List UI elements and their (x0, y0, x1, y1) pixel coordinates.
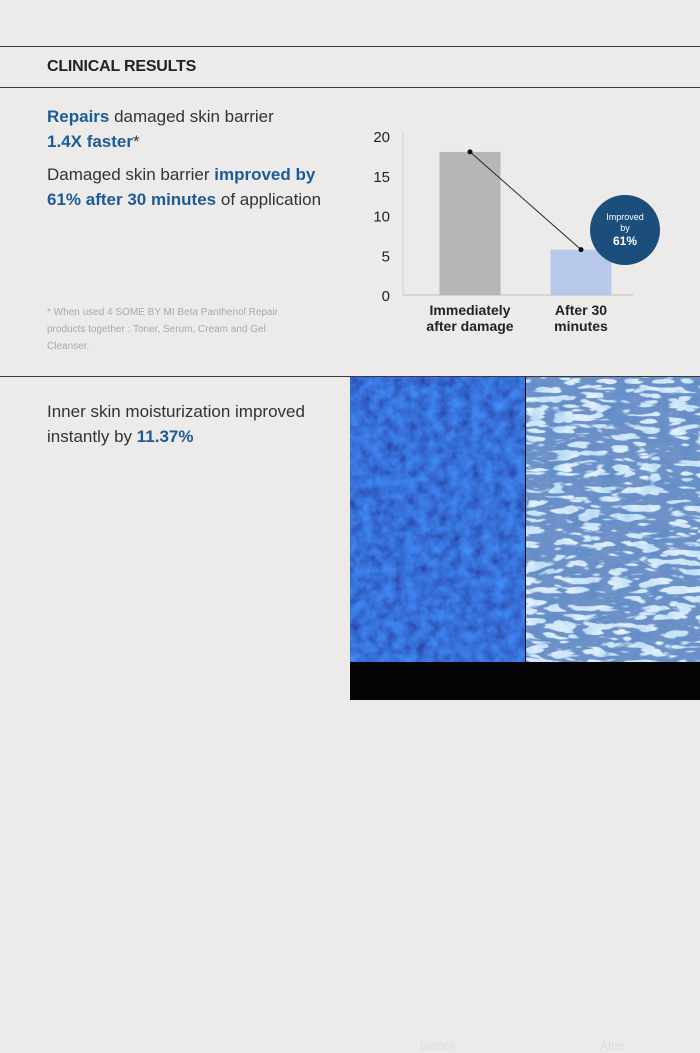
bar (439, 151, 501, 295)
claim-highlight: Repairs (47, 107, 110, 126)
after-image-streaks (526, 377, 700, 662)
before-label: Before (419, 1039, 456, 1053)
connector-line (469, 151, 582, 251)
x-tick-label: Immediately (430, 302, 511, 318)
claim-text: * (133, 132, 140, 151)
claim-moisturization: Inner skin moisturization improved insta… (47, 399, 337, 449)
microscopy-images (350, 377, 700, 662)
top-divider (0, 46, 700, 47)
data-point (467, 149, 473, 155)
claim-highlight: 11.37% (136, 427, 194, 446)
y-tick-label: 0 (382, 288, 390, 305)
claim-repair-speed: Repairs damaged skin barrier 1.4X faster… (47, 104, 347, 154)
improvement-badge: Improved by 61% (590, 195, 660, 265)
y-tick-label: 5 (382, 248, 390, 265)
header-divider (0, 87, 700, 88)
x-tick-label: After 30 (555, 302, 607, 318)
x-tick-label: after damage (426, 318, 513, 334)
claim-text: Damaged skin barrier (47, 165, 215, 184)
badge-line-2: by (620, 222, 630, 233)
section-title: CLINICAL RESULTS (47, 58, 197, 75)
data-point (578, 247, 584, 253)
after-label: After (599, 1039, 626, 1053)
claim-highlight: 1.4X faster (47, 132, 133, 151)
y-tick-label: 10 (373, 209, 390, 226)
claim-highlight: improved by 61% after 30 minutes (47, 165, 316, 209)
x-tick-label: minutes (554, 318, 608, 334)
claim-text: of application (216, 190, 322, 209)
claim-text: Inner skin moisturization improved insta… (47, 402, 305, 446)
before-image-texture (350, 377, 525, 662)
footnote: * When used 4 SOME BY MI Beta Panthenol … (47, 307, 279, 352)
badge-line-1: Improved (606, 211, 644, 222)
section-divider (0, 376, 700, 377)
y-tick-label: 15 (373, 169, 390, 186)
microscopy-comparison: Before After (350, 377, 700, 1053)
claim-text: damaged skin barrier (109, 107, 274, 126)
claim-barrier-improvement: Damaged skin barrier improved by 61% aft… (47, 162, 347, 212)
bar (550, 249, 612, 295)
y-tick-label: 20 (373, 129, 390, 146)
badge-value: 61% (612, 233, 638, 248)
